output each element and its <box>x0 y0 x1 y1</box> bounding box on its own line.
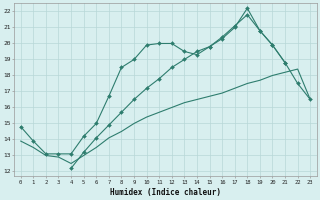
X-axis label: Humidex (Indice chaleur): Humidex (Indice chaleur) <box>110 188 221 197</box>
